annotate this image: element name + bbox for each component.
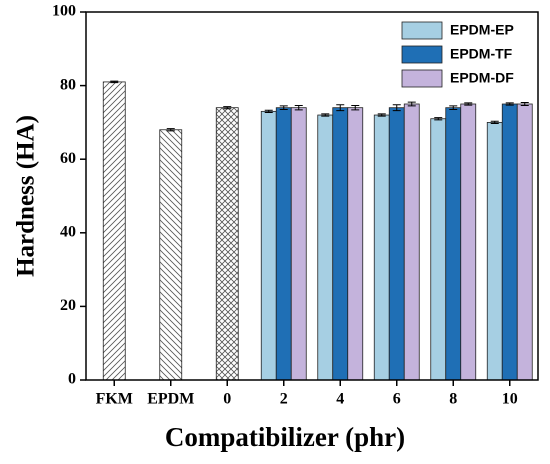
legend-label: EPDM-TF (450, 46, 513, 62)
error-bar (392, 104, 401, 112)
error-bar (223, 106, 232, 110)
error-bar (407, 101, 416, 107)
error-bar (166, 128, 175, 132)
bar (516, 103, 533, 381)
error-bar (449, 105, 458, 111)
legend-swatch (401, 69, 443, 88)
error-bar (490, 120, 499, 125)
x-tick-label: 6 (393, 391, 401, 408)
plot-frame (85, 11, 539, 381)
y-tick-label: 0 (68, 371, 76, 388)
error-bar (294, 104, 303, 111)
bar (260, 110, 277, 381)
error-bar (279, 105, 288, 111)
error-bar (351, 104, 360, 111)
bar (373, 114, 390, 381)
bar (501, 103, 518, 381)
legend-swatch (401, 21, 443, 40)
y-tick-label: 60 (60, 150, 76, 167)
bar (215, 107, 239, 381)
error-bar (377, 113, 386, 117)
error-bar (434, 117, 443, 121)
x-tick-label: 2 (280, 391, 288, 408)
bar (159, 129, 183, 381)
bar (430, 118, 447, 381)
y-tick-label: 40 (60, 223, 76, 240)
bar (332, 107, 349, 381)
x-tick-label: FKM (96, 391, 133, 408)
error-bar (110, 80, 119, 84)
bar (317, 114, 334, 381)
x-tick-label: 0 (223, 391, 231, 408)
bar (403, 103, 420, 381)
bar (290, 107, 307, 381)
bar (275, 107, 292, 381)
bar (486, 122, 503, 381)
x-tick-label: EPDM (147, 391, 194, 408)
bar (460, 103, 477, 381)
legend-label: EPDM-DF (450, 70, 514, 86)
y-tick-label: 80 (60, 76, 76, 93)
error-bar (336, 104, 345, 112)
x-tick-label: 4 (336, 391, 344, 408)
legend-swatch (401, 45, 443, 64)
error-bar (464, 102, 473, 106)
error-bar (264, 109, 273, 113)
error-bar (505, 102, 514, 106)
legend-label: EPDM-EP (450, 22, 514, 38)
y-tick-label: 100 (52, 3, 76, 20)
bar (347, 107, 364, 381)
x-axis-label: Compatibilizer (phr) (165, 422, 405, 452)
bar (102, 81, 126, 381)
error-bar (520, 102, 529, 106)
y-tick-label: 20 (60, 297, 76, 314)
bar (388, 107, 405, 381)
bar (445, 107, 462, 381)
y-axis-label: Hardness (HA) (13, 115, 40, 277)
error-bar (321, 113, 330, 117)
x-tick-label: 10 (502, 391, 518, 408)
x-tick-label: 8 (449, 391, 457, 408)
